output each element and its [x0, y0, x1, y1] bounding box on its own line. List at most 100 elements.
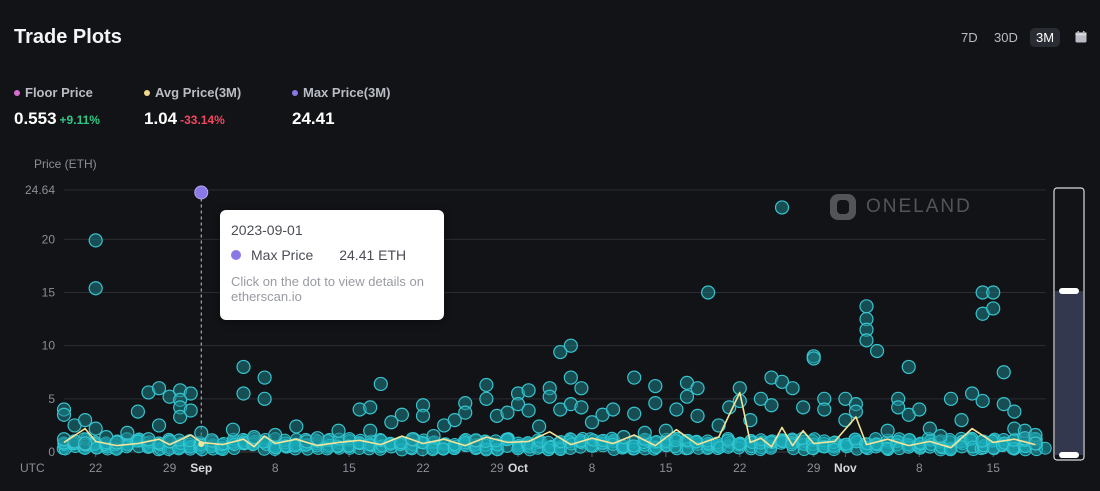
trade-dot[interactable]	[658, 423, 673, 438]
trade-dot[interactable]	[120, 425, 135, 440]
trade-dot[interactable]	[204, 433, 219, 448]
trade-dot[interactable]	[521, 383, 536, 398]
trade-dot[interactable]	[912, 402, 927, 417]
trade-dot[interactable]	[627, 406, 642, 421]
trade-dot[interactable]	[817, 402, 832, 417]
trade-dot[interactable]	[943, 391, 959, 406]
trade-dot[interactable]	[574, 381, 589, 396]
trade-dot[interactable]	[246, 430, 262, 445]
trade-dot[interactable]	[1007, 404, 1022, 419]
trade-dot[interactable]	[236, 386, 251, 401]
trade-dot[interactable]	[331, 423, 346, 438]
trade-dot[interactable]	[859, 333, 874, 348]
trade-dot[interactable]	[384, 415, 399, 430]
trade-dot[interactable]	[637, 425, 652, 440]
trade-dot[interactable]	[986, 301, 1001, 316]
trade-dot[interactable]	[690, 381, 705, 396]
trade-dot[interactable]	[510, 397, 526, 412]
trade-dot[interactable]	[468, 433, 483, 448]
trade-dot[interactable]	[268, 427, 283, 443]
trade-dot[interactable]	[764, 398, 779, 413]
trade-dot[interactable]	[669, 402, 684, 417]
trade-dot[interactable]	[109, 435, 124, 450]
trade-dot[interactable]	[151, 418, 167, 433]
trade-dot[interactable]	[363, 400, 378, 415]
trade-dot[interactable]	[88, 421, 103, 436]
trade-dot[interactable]	[785, 381, 800, 396]
trade-dot[interactable]	[986, 285, 1001, 300]
trade-dot[interactable]	[532, 419, 547, 434]
trade-dot[interactable]	[78, 413, 93, 428]
trade-dot[interactable]	[964, 386, 980, 401]
trade-dot[interactable]	[458, 405, 473, 420]
trade-dot[interactable]	[88, 233, 103, 248]
trade-dot[interactable]	[679, 389, 695, 404]
trade-dot[interactable]	[880, 423, 895, 438]
trade-dot[interactable]	[711, 418, 726, 433]
trade-dot[interactable]	[141, 432, 156, 447]
trade-dot[interactable]	[690, 408, 705, 423]
trade-dot[interactable]	[447, 413, 462, 428]
trade-dot[interactable]	[605, 402, 621, 417]
range-scroller[interactable]	[1053, 187, 1085, 461]
trade-dot[interactable]	[257, 370, 272, 385]
trade-dot[interactable]	[796, 400, 811, 415]
trade-dot[interactable]	[394, 407, 409, 422]
trade-dot[interactable]	[574, 400, 589, 415]
trade-dot[interactable]	[553, 344, 568, 360]
trade-dot[interactable]	[500, 405, 515, 420]
trade-dot[interactable]	[78, 436, 93, 451]
trade-dot[interactable]	[173, 409, 188, 425]
trade-dot[interactable]	[194, 425, 209, 440]
trade-dot[interactable]	[310, 431, 325, 446]
trade-dot[interactable]	[891, 400, 906, 415]
max-price-dot[interactable]	[194, 185, 209, 200]
trade-dot[interactable]	[838, 413, 853, 428]
trade-dot[interactable]	[225, 422, 241, 437]
trade-dot[interactable]	[521, 403, 536, 418]
scroller-bottom-handle[interactable]	[1059, 452, 1079, 458]
range-7d-button[interactable]: 7D	[961, 30, 978, 45]
scroller-selected-window[interactable]	[1055, 291, 1083, 455]
trade-dot[interactable]	[922, 421, 937, 436]
trade-dot[interactable]	[426, 428, 441, 444]
trade-dot[interactable]	[774, 200, 790, 215]
trade-dot[interactable]	[774, 374, 790, 389]
trade-dot[interactable]	[648, 378, 663, 394]
trade-dot[interactable]	[954, 413, 969, 428]
scroller-frame[interactable]	[1053, 187, 1085, 461]
trade-dot[interactable]	[542, 389, 557, 404]
trade-dot[interactable]	[701, 285, 716, 300]
trade-dot[interactable]	[151, 381, 167, 396]
trade-dot[interactable]	[373, 376, 388, 392]
trade-dot[interactable]	[975, 393, 990, 409]
scroller-top-handle[interactable]	[1059, 288, 1079, 294]
trade-dot[interactable]	[563, 370, 578, 385]
trade-dot[interactable]	[363, 423, 378, 438]
trade-dot[interactable]	[869, 343, 885, 359]
trade-dot[interactable]	[996, 365, 1011, 380]
trade-dot[interactable]	[933, 428, 948, 444]
trade-dot[interactable]	[648, 395, 663, 411]
trade-dot[interactable]	[627, 370, 642, 385]
trade-dot[interactable]	[479, 377, 494, 393]
trade-dot[interactable]	[162, 434, 177, 449]
trade-dot[interactable]	[901, 359, 916, 375]
trade-dot[interactable]	[415, 408, 431, 423]
range-30d-button[interactable]: 30D	[994, 30, 1018, 45]
trade-dot[interactable]	[56, 407, 72, 422]
trade-dot[interactable]	[859, 299, 874, 314]
trade-dot[interactable]	[563, 338, 578, 353]
trade-dot[interactable]	[183, 386, 198, 401]
calendar-icon[interactable]	[1075, 31, 1087, 43]
trade-dot[interactable]	[289, 419, 304, 434]
trade-dot[interactable]	[753, 391, 769, 406]
trade-dot[interactable]	[88, 281, 103, 296]
trade-dot[interactable]	[257, 391, 272, 406]
range-3m-button[interactable]: 3M	[1030, 28, 1061, 47]
trade-dot[interactable]	[236, 359, 251, 375]
trade-dot[interactable]	[584, 415, 600, 430]
trade-dot[interactable]	[183, 403, 198, 418]
trade-dot[interactable]	[130, 404, 146, 419]
